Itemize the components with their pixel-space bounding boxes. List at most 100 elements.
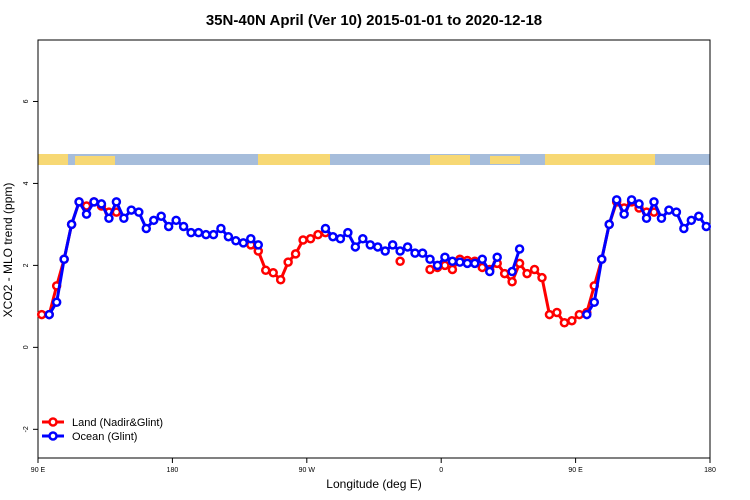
series-point (611, 195, 622, 205)
x-tick-label: 180 (167, 467, 179, 474)
legend-marker (48, 417, 58, 427)
series-point (313, 229, 323, 240)
series-point (59, 254, 69, 264)
series-point (104, 213, 114, 224)
series-line (41, 199, 654, 325)
series-point (432, 260, 443, 271)
series-point (119, 213, 129, 224)
x-tick-label: 90 W (299, 467, 316, 474)
series-point (305, 234, 316, 244)
series-point (178, 221, 189, 232)
series-point (66, 219, 77, 230)
series-point (425, 254, 435, 264)
series-point (425, 264, 435, 275)
series-point (596, 254, 607, 264)
series-point (171, 215, 181, 226)
series-point (231, 236, 241, 246)
series-point (335, 234, 346, 244)
series-point (275, 274, 286, 285)
series-point (447, 256, 458, 267)
land-ocean-strip (38, 154, 710, 165)
series-point (148, 215, 159, 226)
series-point (641, 213, 652, 224)
series-point (574, 309, 585, 320)
x-tick-label: 0 (439, 467, 443, 474)
series-point (298, 235, 308, 245)
series-line (47, 195, 708, 316)
y-tick-label: 6 (23, 99, 30, 103)
series-point (156, 211, 166, 221)
chart-title: 35N-40N April (Ver 10) 2015-01-01 to 202… (206, 12, 542, 29)
series-point (343, 227, 353, 238)
y-axis-label: XCO2 - MLO trend (ppm) (1, 183, 15, 318)
x-axis-label: Longitude (deg E) (326, 477, 421, 491)
series-point (649, 197, 659, 207)
y-tick-label: 0 (23, 345, 30, 349)
series-point (260, 265, 271, 276)
series-point (552, 307, 562, 318)
series-point (89, 197, 99, 207)
series-point (380, 246, 390, 256)
series-point (440, 260, 450, 271)
series-point (567, 315, 577, 326)
series-point (507, 266, 517, 277)
series-point (36, 309, 47, 320)
series-point (694, 211, 704, 221)
series-point (455, 257, 465, 267)
series-point (544, 309, 555, 320)
legend-label: Land (Nadir&Glint) (72, 417, 163, 429)
series-point (74, 197, 84, 207)
series-point (589, 297, 600, 308)
series-point (559, 318, 570, 328)
series-point (582, 309, 592, 320)
series-point (134, 207, 144, 217)
series-point (626, 195, 637, 205)
series-point (223, 231, 234, 242)
series-point (395, 246, 405, 256)
series-point (537, 272, 547, 283)
series-point (522, 268, 532, 279)
series-point (484, 266, 495, 277)
series-point (462, 258, 473, 269)
series-point (656, 213, 667, 224)
series-point (320, 223, 331, 234)
series-point (365, 240, 376, 250)
series-point (529, 264, 540, 275)
series-point (283, 257, 293, 267)
series-point (634, 199, 644, 209)
y-tick-label: -2 (23, 426, 30, 432)
series-point (126, 205, 137, 215)
series-point (477, 254, 488, 264)
series-point (395, 256, 405, 267)
series-point (470, 258, 480, 269)
legend-marker (48, 431, 58, 441)
series-point (440, 252, 450, 262)
y-tick-label: 2 (23, 263, 30, 267)
x-tick-label: 90 E (31, 467, 46, 474)
y-tick-label: 4 (23, 181, 30, 185)
series-point (238, 238, 249, 248)
series-point (208, 229, 219, 240)
series-point (410, 248, 420, 258)
series-point (193, 227, 204, 238)
series-point (387, 240, 398, 250)
series-point (514, 244, 525, 254)
series-point (186, 227, 196, 238)
series-point (246, 234, 256, 244)
series-point (44, 309, 54, 320)
series-point (350, 242, 361, 252)
x-tick-label: 180 (704, 467, 716, 474)
series-point (492, 252, 502, 262)
series-point (701, 221, 712, 232)
series-point (51, 297, 62, 308)
series-point (290, 249, 301, 259)
series-point (163, 221, 174, 232)
series-point (216, 223, 226, 234)
series-point (111, 197, 122, 207)
series-point (253, 240, 264, 250)
series-point (402, 242, 413, 252)
series-point (604, 219, 614, 230)
series-point (81, 209, 92, 219)
